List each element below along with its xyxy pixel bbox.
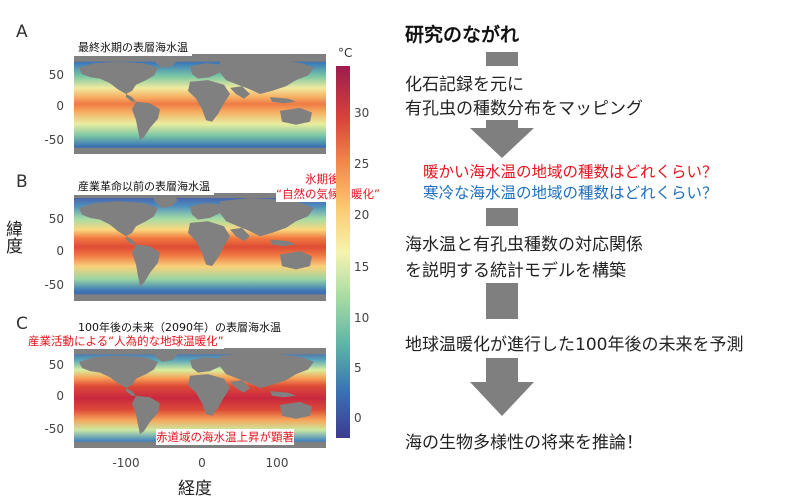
flow-arrow-1 <box>470 120 534 162</box>
flow-arrow-2 <box>470 358 534 420</box>
panel-b-letter: B <box>16 172 28 192</box>
colorbar-tick-10: 10 <box>354 311 370 325</box>
x-axis-title: 経度 <box>178 479 212 499</box>
y-tick-b-0: 0 <box>56 244 64 258</box>
flow-title: 研究のながれ <box>405 24 520 46</box>
colorbar-tick-15: 15 <box>354 260 370 274</box>
colorbar-tick-5: 5 <box>354 361 362 375</box>
flow-connector-2 <box>486 208 518 226</box>
flow-connector-3 <box>486 283 518 319</box>
x-tick-100: 100 <box>265 456 289 470</box>
y-tick-c-neg50: -50 <box>44 422 64 436</box>
question-warm: 暖かい海水温の地域の種数はどれくらい？ <box>423 163 718 181</box>
step2-line2: を説明する統計モデルを構築 <box>405 261 626 281</box>
equatorial-rise-note: 赤道域の海水温上昇が顕著 <box>156 429 294 445</box>
flow-connector-1 <box>486 52 518 66</box>
step1-line1: 化石記録を元に <box>405 75 524 95</box>
colorbar-tick-20: 20 <box>354 208 370 222</box>
y-axis-title: 緯度 <box>2 220 22 254</box>
panel-b-title: 産業革命以前の表層海水温 <box>74 177 214 195</box>
x-tick-0: 0 <box>198 456 206 470</box>
y-tick-b-50: 50 <box>48 212 64 226</box>
x-tick-neg100: -100 <box>112 456 140 470</box>
anthropogenic-warming-note: 産業活動による“人為的な地球温暖化” <box>28 333 224 349</box>
step2-line1: 海水温と有孔虫種数の対応関係 <box>405 235 643 255</box>
y-tick-a-0: 0 <box>56 99 64 113</box>
y-tick-c-0: 0 <box>56 389 64 403</box>
colorbar-tick-25: 25 <box>354 157 370 171</box>
y-tick-a-50: 50 <box>48 68 64 82</box>
panel-a-title: 最終氷期の表層海水温 <box>74 38 192 56</box>
y-tick-c-50: 50 <box>48 358 64 372</box>
colorbar-tick-30: 30 <box>354 106 370 120</box>
sst-map-last-glacial <box>74 54 326 154</box>
step1-line2: 有孔虫の種数分布をマッピング <box>405 99 643 119</box>
step4-inference: 海の生物多様性の将来を推論！ <box>405 433 643 453</box>
y-tick-a-neg50: -50 <box>44 133 64 147</box>
panel-a-letter: A <box>16 22 28 42</box>
colorbar-tick-0: 0 <box>354 411 362 425</box>
natural-warming-note: 氷期後の “自然の気候温暖化” <box>276 172 380 202</box>
question-cold: 寒冷な海水温の地域の種数はどれくらい？ <box>423 184 718 202</box>
colorbar-unit: °C <box>338 46 353 60</box>
panel-c-title: 100年後の未来（2090年）の表層海水温 <box>74 318 285 336</box>
step3-prediction: 地球温暖化が進行した100年後の未来を予測 <box>405 335 744 355</box>
y-tick-b-neg50: -50 <box>44 278 64 292</box>
temperature-colorbar <box>336 66 350 438</box>
panel-c-letter: C <box>16 314 28 334</box>
sst-map-preindustrial <box>74 193 326 301</box>
